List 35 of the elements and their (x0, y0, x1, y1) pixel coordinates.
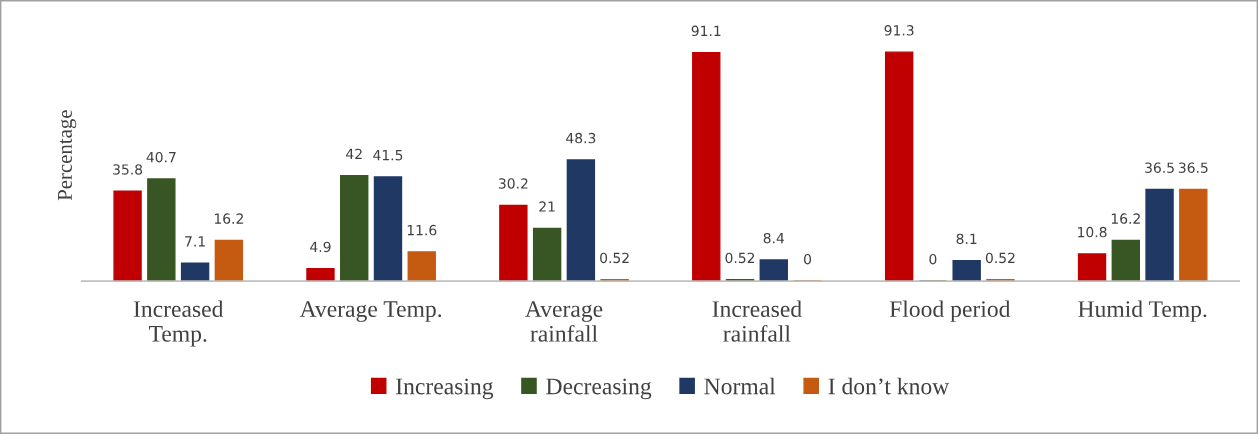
x-tick-label: Average Temp. (299, 301, 442, 322)
data-label: 8.1 (956, 233, 977, 245)
x-tick-label: Average rainfall (525, 301, 603, 342)
data-label: 21 (539, 201, 555, 212)
data-label: 42 (346, 148, 362, 159)
data-label: 11.6 (407, 224, 437, 236)
x-tick-label: Humid Temp. (1078, 300, 1207, 322)
data-label: 8.4 (763, 232, 785, 244)
data-label: 0.52 (600, 252, 629, 264)
data-label: 91.3 (884, 25, 914, 36)
y-axis-title: Percentage (58, 110, 77, 201)
x-tick-label: Flood period (889, 300, 1011, 322)
legend-label: I don’t know (828, 377, 950, 395)
data-label: 91.1 (691, 25, 721, 37)
legend-label: Increasing (396, 378, 494, 400)
legend-label: Decreasing (546, 378, 652, 400)
data-label: 0.52 (985, 252, 1015, 264)
data-label: 35.8 (113, 164, 143, 175)
data-label: 36.5 (1178, 162, 1208, 173)
data-label: 10.8 (1078, 226, 1107, 238)
x-tick-label: Increased Temp. (133, 300, 224, 347)
data-label: 30.2 (498, 178, 528, 189)
x-tick-label: Increased rainfall (712, 300, 802, 342)
data-label: 0.52 (725, 252, 755, 264)
data-label: 48.3 (566, 132, 596, 144)
data-label: 16.2 (214, 213, 243, 224)
data-label: 0 (804, 253, 812, 265)
data-label: 4.9 (310, 241, 331, 253)
data-label: 16.2 (1111, 213, 1140, 224)
data-label: 41.5 (373, 150, 403, 161)
data-label: 7.1 (185, 236, 205, 247)
data-label: 40.7 (146, 151, 176, 163)
data-label: 0 (929, 253, 937, 265)
legend-label: Normal (704, 377, 776, 395)
data-label: 36.5 (1145, 162, 1174, 173)
